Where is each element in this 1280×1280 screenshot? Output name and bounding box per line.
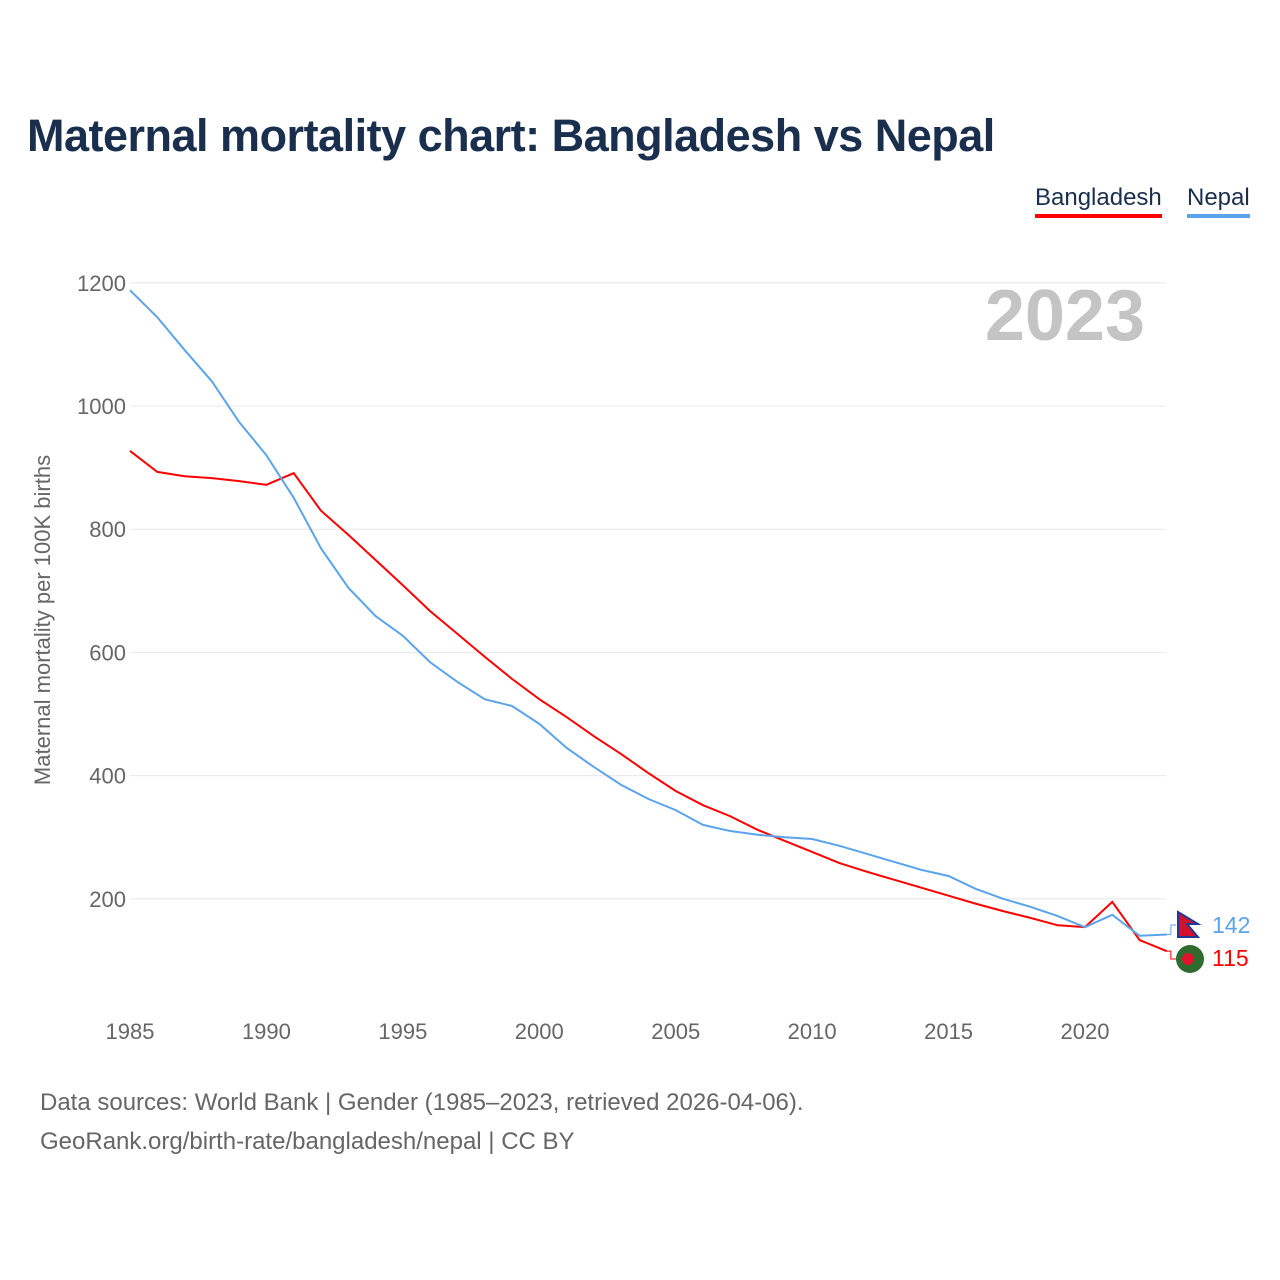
x-tick-label: 2005 — [651, 1019, 700, 1044]
source-line-2: GeoRank.org/birth-rate/bangladesh/nepal … — [40, 1128, 575, 1155]
y-tick-label: 1000 — [77, 394, 126, 419]
x-tick-label: 1990 — [242, 1019, 291, 1044]
y-tick-label: 200 — [89, 887, 126, 912]
x-tick-label: 2020 — [1061, 1019, 1110, 1044]
y-tick-label: 400 — [89, 764, 126, 789]
end-value-label-nepal: 142 — [1212, 912, 1250, 938]
legend-nepal[interactable]: Nepal — [1187, 184, 1250, 218]
y-axis-label: Maternal mortality per 100K births — [30, 455, 55, 785]
x-tick-label: 2010 — [788, 1019, 837, 1044]
x-tick-label: 2015 — [924, 1019, 973, 1044]
year-label: 2023 — [985, 276, 1145, 356]
legend-bangladesh[interactable]: Bangladesh — [1035, 184, 1162, 218]
leader-line — [1166, 950, 1177, 960]
series-line-bangladesh — [129, 450, 1168, 953]
series-line-nepal — [129, 289, 1167, 937]
leader-line — [1166, 924, 1177, 936]
source-line-1: Data sources: World Bank | Gender (1985–… — [40, 1089, 804, 1116]
flag-disc — [1182, 953, 1194, 965]
end-value-label-bangladesh: 115 — [1212, 945, 1249, 971]
chart-title: Maternal mortality chart: Bangladesh vs … — [27, 110, 995, 161]
flag-pennant — [1177, 910, 1202, 938]
y-tick-label: 600 — [89, 640, 126, 665]
x-tick-label: 1985 — [106, 1019, 155, 1044]
y-tick-label: 800 — [89, 517, 126, 542]
y-tick-label: 1200 — [77, 271, 126, 296]
x-tick-label: 2000 — [515, 1019, 564, 1044]
x-tick-label: 1995 — [378, 1019, 427, 1044]
